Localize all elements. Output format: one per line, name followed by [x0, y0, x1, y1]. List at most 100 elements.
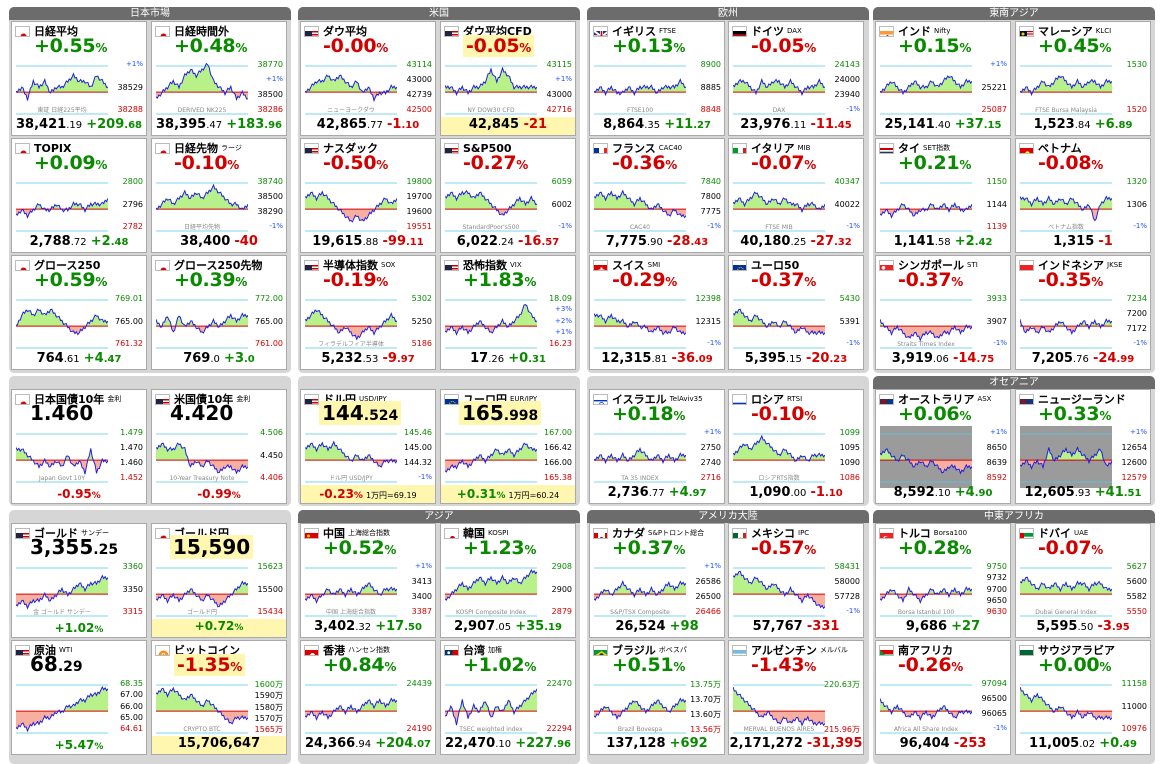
price-chart[interactable]: NY DOW30 CFD [445, 58, 537, 120]
price-chart[interactable]: 中国 上海総合指数 [305, 560, 397, 622]
price-chart[interactable]: ゴールド円 [156, 560, 248, 622]
market-card-sti[interactable]: シンガポール STI -0.37% Straits Times Index 3933 39… [875, 255, 1011, 370]
market-card-btc[interactable]: B ビットコイン -1.35% CRYPTO BTC 1600万 1590万 1580万 15… [151, 640, 287, 755]
market-card-rtsi[interactable]: ロシア RTSI -0.10% ロシアRTS指数 1099 1095 1090 1086 1,0… [728, 389, 864, 504]
market-card-mib[interactable]: イタリア MIB -0.07% FTSE MIB 40347 40022 -1% 40,180… [728, 138, 864, 253]
price-chart[interactable]: FTSE MIB [733, 175, 825, 237]
market-card-growth[interactable]: グロース250 +0.59% 769.01 765.00 761.32 764.61 +4… [11, 255, 147, 370]
price-chart[interactable]: 日経平均先物 [156, 175, 248, 237]
axis-label: 8900 [700, 60, 721, 69]
price-chart[interactable]: TSEC weighted index [445, 677, 537, 739]
price-chart[interactable] [156, 292, 248, 354]
price-chart[interactable]: 金 ゴールド サンデー [16, 560, 108, 622]
market-card-klci[interactable]: マレーシア KLCI +0.45% FTSE Bursa Malaysia 1530 15… [1015, 21, 1151, 136]
price-chart[interactable]: Brazil Bovespa [594, 677, 686, 739]
market-card-asx[interactable]: オーストラリア ASX +0.06% +1% 8650 8639 8592 8,592.10 … [875, 389, 1011, 504]
price-chart[interactable] [594, 292, 686, 354]
price-chart[interactable] [880, 426, 972, 488]
market-card-dow_cfd[interactable]: ダウ平均CFD -0.05% NY DOW30 CFD 43115 +1% 43000 42… [440, 21, 576, 136]
market-card-dfm[interactable]: ドバイ UAE -0.07% Dubai General Index 5627 5600 5… [1015, 523, 1151, 638]
market-name: 台湾 [463, 644, 485, 657]
market-card-growth_fut[interactable]: グロース250先物 +0.39% 772.00 765.00 761.00 769.0 +… [151, 255, 287, 370]
price-chart[interactable]: DERIVED NK225 [156, 58, 248, 120]
market-card-sp500[interactable]: S&P500 -0.27% StandardPoor's500 6059 6002 -1%… [440, 138, 576, 253]
market-card-jkse[interactable]: インドネシア JKSE -0.35% 7234 7200 7172 -1% 7,205.76 … [1015, 255, 1151, 370]
price-chart[interactable]: 東証 日経225平均 [16, 58, 108, 120]
card-title: イギリス FTSE [593, 24, 676, 38]
market-card-ta35[interactable]: イスラエル TelAviv35 +0.18% TA 35 INDEX +1% 2750 27… [589, 389, 725, 504]
market-card-topix[interactable]: TOPIX +0.09% 2800 2796 2782 2,788.72 +2.48 [11, 138, 147, 253]
market-card-cac40[interactable]: フランス CAC40 -0.36% CAC40 7840 7800 7775 -1% 7,775… [589, 138, 725, 253]
price-chart[interactable]: FTSE Bursa Malaysia [1020, 58, 1112, 120]
price-chart[interactable] [16, 292, 108, 354]
market-card-nk_fut[interactable]: 日経先物 ラージ -0.10% 日経平均先物 38740 38500 38290 -1% 38,… [151, 138, 287, 253]
price-chart[interactable] [733, 292, 825, 354]
market-card-sox[interactable]: 半導体指数 SOX -0.19% フィラデルフィア半導体 5302 5250 5186 5,2… [300, 255, 436, 370]
price-chart[interactable] [1020, 292, 1112, 354]
market-card-bovespa[interactable]: ブラジル ボベスパ +0.51% Brazil Bovespa 13.75万 13.70万… [589, 640, 725, 755]
market-card-dow[interactable]: ダウ平均 -0.00% ニューヨークダウ 43114 43000 42739 42500 42… [300, 21, 436, 136]
price-chart[interactable]: Dubai General Index [1020, 560, 1112, 622]
market-card-eu50[interactable]: ユーロ50 -0.37% 5430 5391 -1% 5,395.15 -20.23 [728, 255, 864, 370]
axis-label: 3413 [411, 577, 432, 586]
market-card-usdjpy[interactable]: ドル円 USD/JPY 144.524 ドル円 USD/JPY 145.46 145.00… [300, 389, 436, 504]
market-card-gold[interactable]: ゴールド サンデー 3,355.25 金 ゴールド サンデー 3360 3350 3315 +… [11, 523, 147, 638]
market-card-vix[interactable]: 恐怖指数 VIX +1.83% 18.09 +3% +2% +1% 16.23 17.26 +0… [440, 255, 576, 370]
price-chart[interactable]: Borsa Istanbul 100 [880, 560, 972, 622]
market-card-tasi[interactable]: サウジアラビア +0.00% 11158 11000 10976 11,005.02 +0… [1015, 640, 1151, 755]
market-card-gold_jpy[interactable]: ゴールド円 15,590 ゴールド円 15623 15500 15434 +0.72% [151, 523, 287, 638]
price-chart[interactable]: Japan Govt 10Y [16, 426, 108, 488]
market-card-ftse[interactable]: イギリス FTSE +0.13% FTSE100 8900 8885 8848 8,864.3… [589, 21, 725, 136]
price-chart[interactable] [305, 677, 397, 739]
price-chart[interactable]: TA 35 INDEX [594, 426, 686, 488]
market-card-jse[interactable]: 南アフリカ -0.26% Africa All Share Index 97094 96… [875, 640, 1011, 755]
price-chart[interactable]: ニューヨークダウ [305, 58, 397, 120]
price-chart[interactable]: フィラデルフィア半導体 [305, 292, 397, 354]
market-card-bist[interactable]: トルコ Borsa100 +0.28% Borsa Istanbul 100 9750 9… [875, 523, 1011, 638]
price-chart[interactable] [445, 426, 537, 488]
market-card-nifty[interactable]: インド Nifty +0.15% +1% 25221 25087 25,141.40 +37… [875, 21, 1011, 136]
price-chart[interactable] [445, 292, 537, 354]
price-chart[interactable]: ロシアRTS指数 [733, 426, 825, 488]
price-chart[interactable] [1020, 677, 1112, 739]
market-card-nikkei[interactable]: 日経平均 +0.55% 東証 日経225平均 +1% 38529 38288 38,421.… [11, 21, 147, 136]
price-chart[interactable]: 10-Year Treasury Note [156, 426, 248, 488]
price-chart[interactable]: KOSPI Composite Index [445, 560, 537, 622]
market-card-nikkei_ext[interactable]: 日経時間外 +0.48% DERIVED NK225 38770 +1% 38500 382… [151, 21, 287, 136]
market-card-smi[interactable]: スイス SMI -0.29% 12398 12315 -1% 12,315.81 -36.0… [589, 255, 725, 370]
market-card-merval[interactable]: アルゼンチン メルバル -1.43% MERVAL BUENOS AIRES 220.6… [728, 640, 864, 755]
market-card-hsi[interactable]: 香港 ハンセン指数 +0.84% 24439 24190 24,366.94 +204.0… [300, 640, 436, 755]
price-chart[interactable]: ドル円 USD/JPY [305, 426, 397, 488]
price-chart[interactable]: FTSE100 [594, 58, 686, 120]
market-card-tsx[interactable]: カナダ S&Pトロント総合 +0.37% S&P/TSX Composite +1% 26… [589, 523, 725, 638]
price-chart[interactable]: MERVAL BUENOS AIRES [733, 677, 825, 739]
price-chart[interactable]: ベトナム指数 [1020, 175, 1112, 237]
price-chart[interactable]: CRYPTO BTC [156, 677, 248, 739]
market-card-ust10[interactable]: 米国債10年 金利 4.420 10-Year Treasury Note 4.506 4… [151, 389, 287, 504]
price-chart[interactable] [880, 175, 972, 237]
price-chart[interactable] [733, 560, 825, 622]
market-card-dax[interactable]: ドイツ DAX -0.05% DAX 24143 24000 23940 -1% 23,976.… [728, 21, 864, 136]
price-chart[interactable]: CAC40 [594, 175, 686, 237]
market-card-eurjpy[interactable]: ユーロ円 EUR/JPY 165.998 167.00 166.42 166.00 165.… [440, 389, 576, 504]
market-card-ipc[interactable]: メキシコ IPC -0.57% 58431 58000 57728 -1% 57,767 -3… [728, 523, 864, 638]
price-chart[interactable]: Africa All Share Index [880, 677, 972, 739]
market-card-shanghai[interactable]: 中国 上海総合指数 +0.52% 中国 上海総合指数 +1% 3413 3400 3387 3,… [300, 523, 436, 638]
price-chart[interactable] [880, 58, 972, 120]
market-card-nasdaq[interactable]: ナスダック -0.50% 19800 19700 19600 19551 19,615.88… [300, 138, 436, 253]
market-card-set[interactable]: タイ SET指数 +0.21% 1150 1144 1139 1,141.58 +2.42 [875, 138, 1011, 253]
market-card-nz50[interactable]: ニュージーランド +0.33% +1% 12654 12600 12579 12,605.9… [1015, 389, 1151, 504]
price-chart[interactable] [16, 175, 108, 237]
price-chart[interactable]: StandardPoor's500 [445, 175, 537, 237]
price-chart[interactable]: DAX [733, 58, 825, 120]
price-chart[interactable]: Straits Times Index [880, 292, 972, 354]
market-card-kospi[interactable]: 韓国 KOSPI +1.23% KOSPI Composite Index 2908 29… [440, 523, 576, 638]
price-chart[interactable] [1020, 426, 1112, 488]
price-chart[interactable] [305, 175, 397, 237]
market-card-taiex[interactable]: 台湾 加権 +1.02% TSEC weighted index 22470 22294 2… [440, 640, 576, 755]
market-card-vn[interactable]: ベトナム -0.08% ベトナム指数 1320 1306 -1% 1,315 -1 [1015, 138, 1151, 253]
market-card-wti[interactable]: 原油 WTI 68.29 68.35 67.00 66.00 65.00 64.61 +5.47… [11, 640, 147, 755]
market-card-jgb10[interactable]: 日本国債10年 金利 1.460 Japan Govt 10Y 1.479 1.470 1.… [11, 389, 147, 504]
price-chart[interactable] [16, 677, 108, 739]
price-chart[interactable]: S&P/TSX Composite [594, 560, 686, 622]
